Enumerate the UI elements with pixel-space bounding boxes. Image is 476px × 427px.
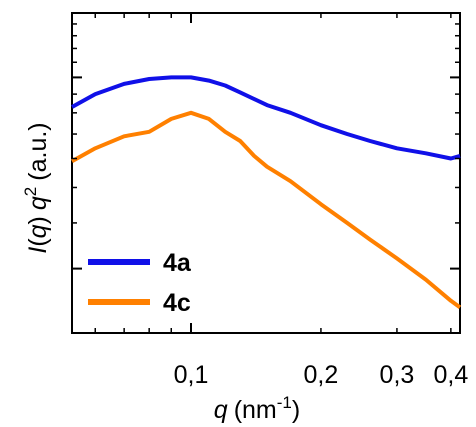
series-lines <box>71 75 462 310</box>
y-axis-title: I(q)q2(a.u.) <box>21 122 52 253</box>
y-title-paren-close: ) <box>24 216 52 224</box>
y-title-i: I <box>24 247 52 254</box>
plot-frame <box>71 12 461 334</box>
x-tick-label: 0,4 <box>433 361 468 389</box>
x-title-unit: (nm <box>234 396 277 424</box>
y-title-unit: (a.u.) <box>24 122 52 180</box>
series-line-4a <box>71 75 461 161</box>
x-title-close: ) <box>292 396 300 424</box>
y-title-q2: q <box>24 196 52 210</box>
x-title-q: q <box>214 396 228 424</box>
legend: 4a 4c <box>88 249 192 317</box>
x-title-sup: -1 <box>277 393 292 412</box>
series-line-4c <box>71 110 462 310</box>
legend-label-4c: 4c <box>163 289 191 317</box>
y-title-q: q <box>24 224 52 238</box>
x-axis-title: q (nm-1) <box>214 393 300 424</box>
plot-area-border <box>71 12 461 334</box>
y-title-paren-open: ( <box>24 238 52 247</box>
legend-label-4a: 4a <box>163 249 192 277</box>
axis-ticks <box>72 13 460 334</box>
x-tick-label: 0,1 <box>174 361 209 389</box>
y-title-sup: 2 <box>21 187 40 196</box>
x-tick-label: 0,3 <box>380 361 415 389</box>
x-tick-label: 0,2 <box>304 361 339 389</box>
x-tick-labels: 0,1 0,2 0,3 0,4 <box>174 361 469 389</box>
